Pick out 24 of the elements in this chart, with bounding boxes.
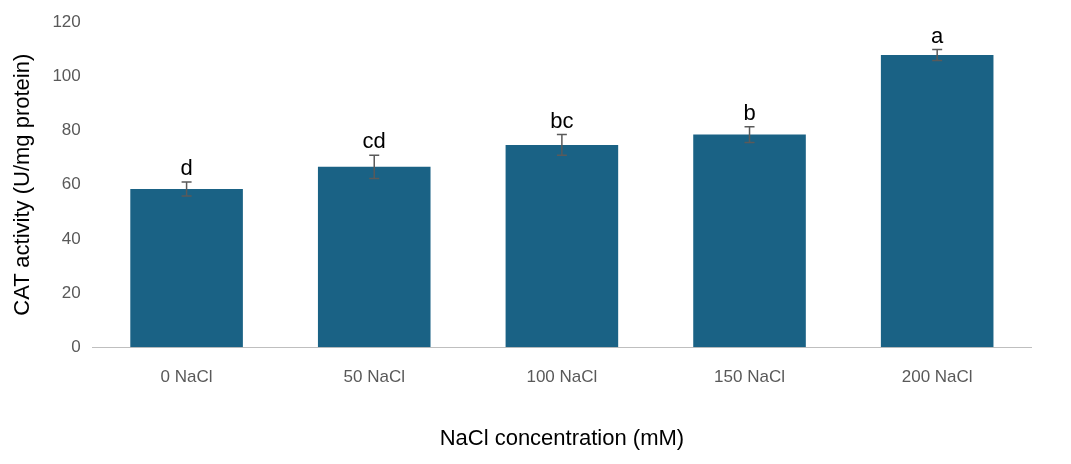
y-axis-title: CAT activity (U/mg protein) [9, 53, 35, 316]
annotation: a [931, 22, 945, 48]
y-tick-label: 120 [52, 11, 81, 31]
y-tick-label: 100 [52, 66, 81, 86]
annotation: d [180, 155, 193, 181]
annotation: bc [550, 107, 574, 133]
x-tick-label: 100 NaCl [526, 367, 598, 387]
x-tick-label: 0 NaCl [160, 367, 213, 387]
x-tick-label: 150 NaCl [714, 367, 785, 387]
y-tick-label: 0 [71, 336, 81, 356]
annotation: b [743, 99, 756, 125]
bar [693, 134, 806, 348]
x-tick-label: 50 NaCl [343, 367, 405, 387]
y-tick-label: 60 [61, 174, 81, 194]
y-tick-label: 20 [61, 282, 81, 302]
bar [505, 144, 619, 348]
annotation: cd [362, 128, 386, 154]
x-axis-title: NaCl concentration (mM) [439, 424, 685, 450]
y-tick-label: 40 [61, 228, 81, 248]
bar [130, 189, 243, 348]
bar [880, 54, 994, 348]
x-tick-label: 200 NaCl [901, 367, 973, 387]
y-tick-label: 80 [61, 120, 81, 140]
bar [317, 166, 431, 348]
